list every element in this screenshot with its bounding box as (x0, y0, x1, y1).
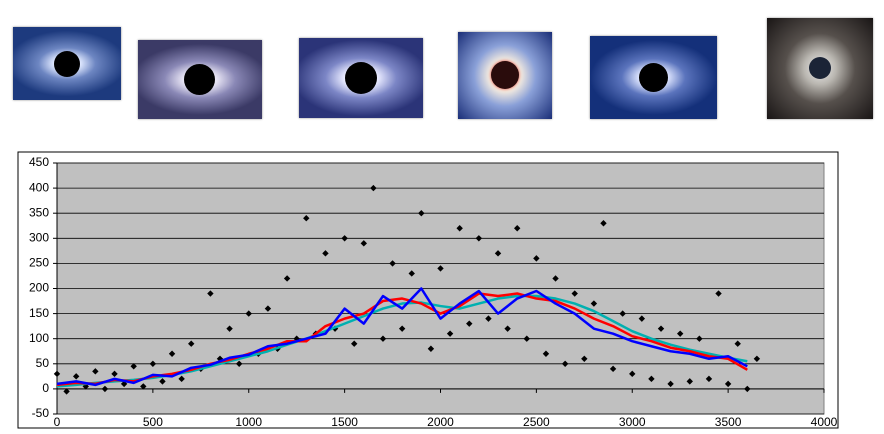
x-tick-label: 2500 (523, 415, 550, 429)
data-point (446, 330, 454, 337)
data-point (360, 240, 367, 247)
y-tick-label: 250 (29, 256, 49, 270)
data-point (130, 363, 137, 370)
y-tick-label: 400 (29, 180, 49, 194)
eclipse-photo (458, 32, 552, 119)
data-point (427, 345, 435, 352)
data-point (178, 375, 185, 383)
data-point (724, 380, 732, 388)
data-point (389, 260, 396, 267)
data-point (63, 388, 70, 395)
data-point (485, 315, 492, 322)
y-tick-label: 200 (29, 281, 49, 295)
x-tick-label: 1000 (235, 415, 262, 429)
data-point (351, 340, 358, 347)
x-tick-label: 0 (54, 415, 61, 429)
data-point (226, 325, 233, 332)
data-point (235, 360, 243, 367)
data-point (542, 350, 550, 357)
y-tick-label: 150 (29, 306, 49, 320)
x-tick-label: 500 (143, 415, 163, 429)
data-point (149, 360, 157, 367)
data-point (705, 375, 713, 383)
eclipse-photo (13, 27, 121, 100)
y-tick-label: 100 (29, 331, 49, 345)
data-point (504, 325, 511, 332)
data-point (648, 375, 655, 383)
y-tick-label: 0 (42, 381, 49, 395)
data-point (283, 275, 291, 282)
data-point (379, 335, 387, 342)
data-point (676, 330, 684, 337)
y-tick-label: 300 (29, 230, 49, 244)
data-point (264, 305, 272, 312)
data-line (56, 287, 748, 387)
data-point (322, 250, 329, 257)
data-point (408, 270, 415, 277)
x-tick-label: 2000 (427, 415, 454, 429)
y-tick-label: 450 (29, 155, 49, 169)
data-point (619, 310, 626, 317)
data-point (600, 220, 607, 227)
data-point (753, 355, 761, 362)
data-point (609, 365, 617, 373)
eclipse-photo (299, 38, 423, 118)
data-point (111, 370, 118, 378)
y-tick-label: 50 (36, 356, 50, 370)
data-point (657, 325, 665, 332)
data-point (494, 250, 502, 257)
data-point (638, 315, 646, 322)
data-point (101, 385, 109, 393)
data-point (159, 378, 166, 385)
data-point (581, 355, 588, 362)
data-point (418, 210, 425, 217)
data-point (475, 235, 483, 242)
data-point (456, 225, 463, 232)
data-point (696, 335, 703, 342)
data-point (188, 340, 195, 347)
x-tick-label: 4000 (811, 415, 838, 429)
y-tick-label: -50 (32, 406, 50, 420)
data-point (466, 320, 473, 327)
data-point (552, 275, 559, 282)
data-line (56, 292, 748, 387)
data-point (92, 368, 99, 375)
data-point (629, 370, 636, 378)
data-point (590, 300, 598, 307)
x-tick-label: 3500 (715, 415, 742, 429)
data-point (398, 325, 406, 332)
data-point (245, 310, 252, 317)
data-point (744, 385, 751, 393)
data-point (207, 290, 214, 297)
data-point (734, 340, 741, 347)
eclipse-photo (138, 40, 262, 119)
data-point (370, 184, 377, 192)
y-tick-label: 350 (29, 205, 49, 219)
x-tick-label: 1500 (331, 415, 358, 429)
eclipse-photo (590, 36, 717, 119)
data-point (303, 215, 310, 222)
data-point (514, 225, 521, 232)
data-point (341, 235, 348, 242)
data-point (667, 380, 674, 388)
data-point (140, 383, 147, 390)
data-point (571, 290, 578, 297)
data-point (686, 378, 693, 385)
data-point (168, 350, 176, 357)
data-point (533, 255, 540, 262)
data-point (561, 360, 569, 367)
data-point (72, 373, 80, 380)
data-point (53, 370, 61, 378)
data-point (715, 290, 722, 297)
x-tick-label: 3000 (619, 415, 646, 429)
data-point (523, 335, 530, 342)
data-point (437, 265, 444, 272)
eclipse-photo (767, 18, 873, 119)
